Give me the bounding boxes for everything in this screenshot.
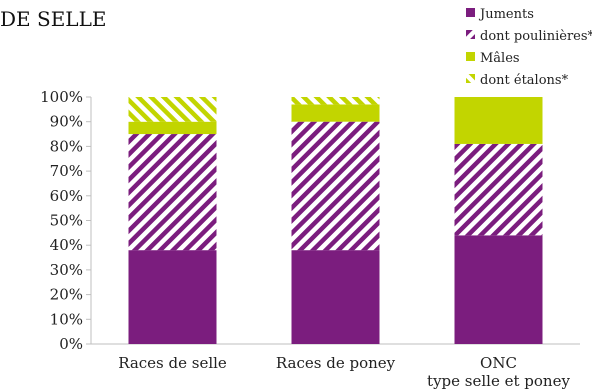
x-tick-label: Races de selle bbox=[118, 354, 227, 372]
y-tick-label: 80% bbox=[50, 137, 83, 155]
legend-swatch bbox=[466, 8, 475, 17]
legend: Juments dont poulinières* Mâles dont étalon… bbox=[466, 7, 592, 88]
bar-segment bbox=[128, 134, 217, 251]
y-tick-label: 20% bbox=[50, 286, 83, 304]
chart-title: DE SELLE bbox=[0, 7, 106, 31]
y-tick-label: 0% bbox=[59, 335, 83, 353]
bar-segment bbox=[454, 97, 543, 144]
legend-label: dont poulinières* bbox=[480, 29, 592, 44]
category-labels: Races de selle Races de poney ONC type sell… bbox=[118, 354, 570, 390]
y-tick-label: 40% bbox=[50, 236, 83, 254]
legend-swatch bbox=[466, 74, 475, 83]
y-axis: 0% 10% 20% 30% 40% 50% 60% 70% 80% 90% 100% bbox=[40, 88, 91, 353]
bar-segment bbox=[291, 104, 380, 122]
y-tick-label: 60% bbox=[50, 187, 83, 205]
y-tick-label: 50% bbox=[50, 212, 83, 230]
bar-segment bbox=[291, 250, 380, 344]
legend-swatch bbox=[466, 52, 475, 61]
y-tick-label: 70% bbox=[50, 162, 83, 180]
bars bbox=[128, 97, 543, 344]
legend-label: dont étalons* bbox=[480, 73, 569, 88]
y-tick-label: 90% bbox=[50, 113, 83, 131]
bar-segment bbox=[454, 235, 543, 344]
bar-segment bbox=[291, 97, 380, 105]
bar-segment bbox=[128, 121, 217, 135]
bar-segment bbox=[291, 121, 380, 251]
legend-label: Juments bbox=[478, 7, 534, 22]
bar-segment bbox=[128, 97, 217, 122]
legend-label: Mâles bbox=[480, 51, 520, 66]
y-tick-label: 10% bbox=[50, 310, 83, 328]
bar-segment bbox=[128, 250, 217, 344]
bar-segment bbox=[454, 143, 543, 236]
legend-swatch bbox=[466, 30, 475, 39]
y-tick-label: 100% bbox=[40, 88, 83, 106]
x-tick-label: ONC type selle et poney bbox=[427, 354, 570, 390]
x-tick-label: Races de poney bbox=[276, 354, 396, 372]
y-tick-label: 30% bbox=[50, 261, 83, 279]
